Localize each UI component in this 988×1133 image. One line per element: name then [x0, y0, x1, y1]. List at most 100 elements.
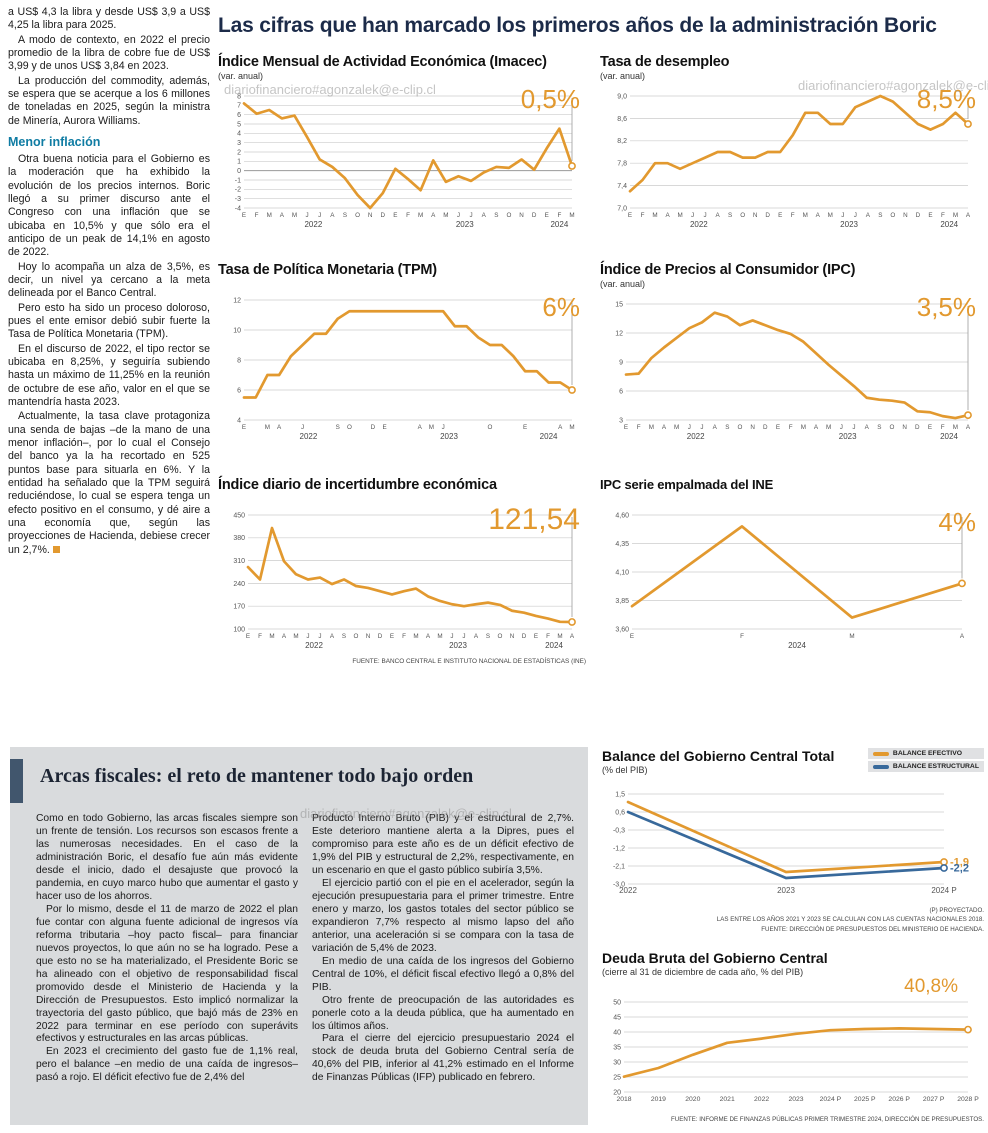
chart-subtitle: (var. anual) [600, 71, 646, 81]
article-column: a US$ 4,3 la libra y desde US$ 3,9 a US$… [8, 6, 210, 558]
svg-text:S: S [725, 424, 729, 431]
svg-text:M: M [429, 424, 434, 431]
svg-text:12: 12 [233, 297, 241, 304]
svg-text:A: A [277, 424, 282, 431]
svg-text:F: F [258, 633, 262, 640]
chart-plot: 1,5 0,6 -0,3 -1,2 -2,1 -3,0 2022 2023 2024 P -1,9… [602, 788, 984, 900]
svg-text:J: J [852, 424, 855, 431]
svg-text:2025 P: 2025 P [854, 1096, 876, 1103]
chart-plot: 12 10 8 6 4 E M A J S O D E A M J O E A M 2022 2023 2024 [218, 294, 586, 444]
chart-subtitle: (var. anual) [218, 71, 264, 81]
svg-text:380: 380 [233, 535, 245, 542]
svg-text:E: E [242, 424, 246, 431]
svg-text:8: 8 [237, 357, 241, 364]
chart-caption: LAS ENTRE LOS AÑOS 2021 Y 2023 SE CALCUL… [716, 916, 984, 924]
svg-text:A: A [330, 212, 335, 219]
svg-text:2022: 2022 [305, 641, 323, 650]
svg-text:M: M [953, 424, 958, 431]
chart-plot: 450 380 310 240 170 100 E F M A M J J A S O N D E F M A M J J A S O… [218, 509, 586, 653]
chart-desempleo: Tasa de desempleo (var. anual) 8,5% 9,0 8… [600, 54, 982, 232]
svg-text:4,10: 4,10 [615, 569, 629, 576]
svg-text:2022: 2022 [304, 220, 322, 229]
svg-text:S: S [728, 212, 732, 219]
svg-text:D: D [765, 212, 770, 219]
fiscal-paragraph: Como en todo Gobierno, las arcas fiscale… [36, 813, 298, 902]
chart-caption: FUENTE: INFORME DE FINANZAS PÚBLICAS PRI… [671, 1116, 984, 1123]
chart-title: Tasa de Política Monetaria (TPM) [218, 262, 437, 278]
svg-text:M: M [292, 212, 297, 219]
chart-value: 40,8% [904, 976, 958, 997]
svg-text:A: A [570, 633, 575, 640]
svg-text:D: D [380, 212, 385, 219]
svg-text:2019: 2019 [651, 1096, 666, 1103]
svg-text:8,6: 8,6 [617, 116, 627, 123]
article-paragraph: A modo de contexto, en 2022 el precio pr… [8, 33, 210, 73]
chart-imacec: Índice Mensual de Actividad Económica (I… [218, 54, 586, 232]
svg-text:E: E [624, 424, 628, 431]
svg-text:1: 1 [237, 159, 241, 166]
chart-title: Tasa de desempleo [600, 54, 730, 70]
svg-text:D: D [532, 212, 537, 219]
svg-text:M: M [443, 212, 448, 219]
svg-text:50: 50 [613, 999, 621, 1006]
svg-text:2027 P: 2027 P [923, 1096, 945, 1103]
svg-text:M: M [828, 212, 833, 219]
chart-subtitle: (cierre al 31 de diciembre de cada año, … [602, 967, 804, 977]
svg-text:35: 35 [613, 1044, 621, 1051]
svg-text:E: E [523, 424, 527, 431]
svg-text:O: O [354, 633, 359, 640]
svg-text:A: A [713, 424, 718, 431]
svg-text:S: S [877, 424, 881, 431]
svg-text:J: J [700, 424, 703, 431]
article-paragraph: a US$ 4,3 la libra y desde US$ 3,9 a US$… [8, 6, 210, 32]
chart-tpm: Tasa de Política Monetaria (TPM) 6% 12 10… [218, 262, 586, 444]
svg-text:4: 4 [237, 131, 241, 138]
svg-text:M: M [418, 212, 423, 219]
svg-text:N: N [902, 424, 907, 431]
chart-title: Índice Mensual de Actividad Económica (I… [218, 54, 547, 70]
svg-text:A: A [280, 212, 285, 219]
svg-text:M: M [265, 424, 270, 431]
svg-text:E: E [778, 212, 782, 219]
svg-text:3: 3 [619, 417, 623, 424]
svg-text:M: M [569, 424, 574, 431]
article-paragraph: En el discurso de 2022, el tipo rector s… [8, 342, 210, 409]
chart-title: Balance del Gobierno Central Total [602, 748, 835, 764]
svg-text:6: 6 [619, 388, 623, 395]
svg-text:2024: 2024 [540, 432, 558, 441]
svg-text:F: F [406, 212, 410, 219]
chart-captions: (P) PROYECTADO. LAS ENTRE LOS AÑOS 2021 … [717, 906, 984, 934]
svg-text:100: 100 [233, 626, 245, 633]
svg-text:M: M [293, 633, 298, 640]
svg-text:12: 12 [615, 330, 623, 337]
svg-text:J: J [688, 424, 691, 431]
legend-swatch-estructural [872, 764, 889, 769]
svg-text:-2,2: -2,2 [950, 863, 969, 875]
svg-text:2023: 2023 [440, 432, 458, 441]
chart-value: 3,5% [916, 292, 976, 322]
fiscal-paragraph: Por lo mismo, desde el 11 de marzo de 20… [36, 903, 298, 1045]
chart-title: Índice de Precios al Consumidor (IPC) [600, 262, 856, 278]
svg-text:J: J [691, 212, 694, 219]
svg-text:E: E [534, 633, 538, 640]
svg-text:2: 2 [237, 149, 241, 156]
svg-text:M: M [849, 633, 854, 640]
svg-text:-0,3: -0,3 [613, 827, 625, 834]
svg-text:-3,0: -3,0 [613, 881, 625, 888]
chart-plot: 8 7 6 5 4 3 2 1 0 -1 -2 -3 -4 E F M A M J J A S O N D E F M A M J J A S O N… [218, 90, 586, 232]
svg-text:450: 450 [233, 512, 245, 519]
svg-text:-1: -1 [235, 177, 241, 184]
page-title: Las cifras que han marcado los primeros … [218, 14, 937, 37]
svg-text:A: A [558, 424, 563, 431]
svg-text:F: F [941, 212, 945, 219]
svg-text:M: M [803, 212, 808, 219]
svg-text:E: E [545, 212, 549, 219]
svg-text:2022: 2022 [619, 886, 637, 895]
svg-text:2024: 2024 [550, 220, 568, 229]
svg-text:7,4: 7,4 [617, 183, 627, 190]
chart-value: 8,5% [916, 84, 976, 114]
svg-text:A: A [665, 212, 670, 219]
svg-text:3,85: 3,85 [615, 598, 629, 605]
svg-text:170: 170 [233, 604, 245, 611]
legend-swatch-efectivo [872, 751, 889, 756]
